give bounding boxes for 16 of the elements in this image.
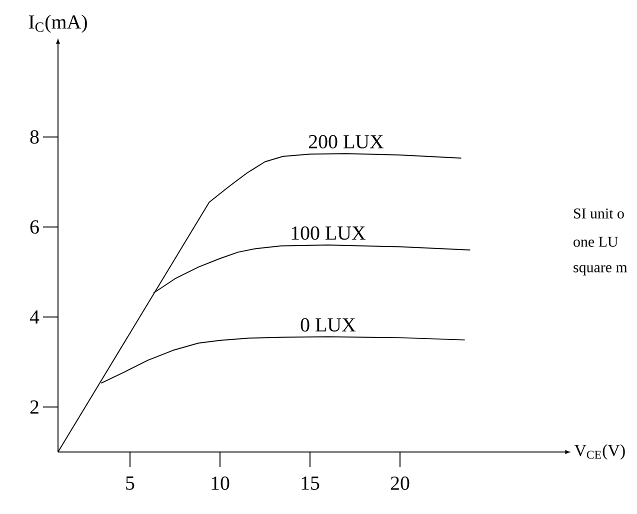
text: SI unit o (574, 208, 624, 219)
x-tick-label: 10 (212, 476, 230, 490)
series-label: 100 LUX (292, 226, 366, 240)
series-label: 0 LUX (300, 318, 356, 332)
x-tick-label: 15 (302, 476, 320, 490)
x-tick-label: 20 (390, 476, 410, 490)
text: one LU (574, 236, 618, 247)
y-tick-label: 2 (30, 400, 38, 414)
y-tick-label: 6 (30, 220, 39, 234)
y-tick-label: 8 (30, 130, 39, 144)
y-tick-label: 4 (30, 310, 40, 324)
x-axis-title: V$_{CE}$(V) (574, 444, 625, 460)
y-axis-title: I$_{C}$(mA) (28, 14, 87, 33)
x-tick-label: 5 (126, 476, 134, 490)
series-label: 200 LUX (308, 135, 384, 148)
text: square m (574, 265, 628, 276)
